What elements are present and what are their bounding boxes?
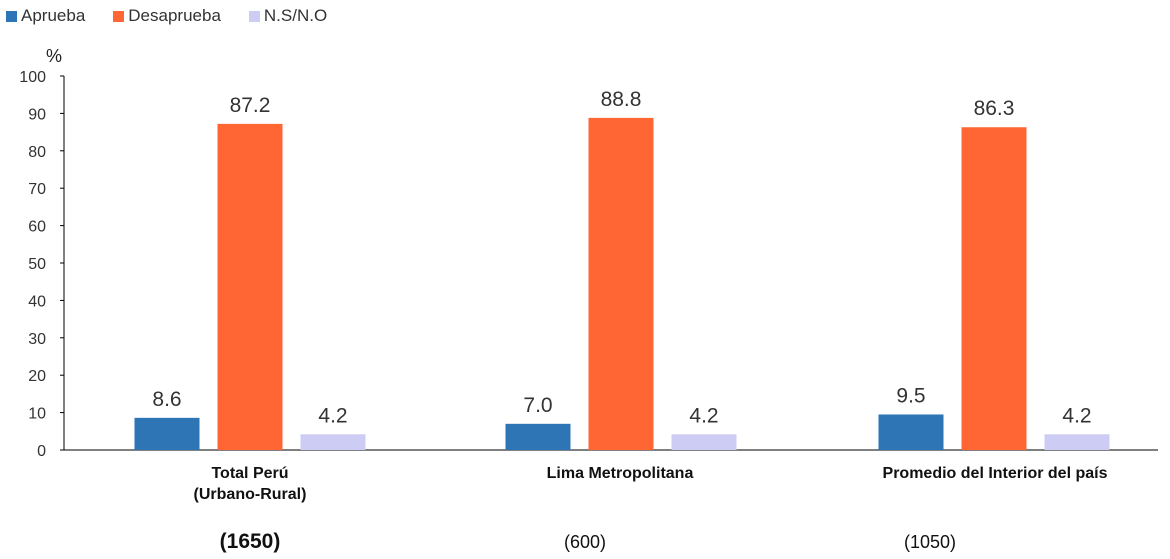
y-tick-label: 20 (28, 368, 46, 385)
bar-nsno-2 (1044, 434, 1110, 450)
y-tick-label: 80 (28, 144, 46, 161)
data-label: 9.5 (896, 384, 925, 407)
category-label-lima: Lima Metropolitana (490, 465, 750, 483)
legend-swatch-desaprueba (113, 10, 125, 22)
y-tick-label: 40 (28, 293, 46, 310)
category-label-total-peru-line2: (Urbano-Rural) (193, 486, 307, 503)
y-axis-title: % (46, 46, 63, 66)
data-label: 4.2 (689, 404, 718, 427)
bar-desaprueba-0 (217, 123, 283, 450)
legend-swatch-aprueba (6, 10, 17, 22)
data-label: 88.8 (601, 88, 642, 111)
category-label-interior: Promedio del Interior del país (820, 465, 1170, 483)
bar-desaprueba-2 (961, 127, 1027, 450)
bar-aprueba-0 (134, 417, 200, 450)
legend-label-nsno: N.S/N.O (263, 6, 328, 25)
bar-nsno-0 (300, 434, 366, 450)
bar-aprueba-1 (505, 423, 571, 450)
legend: Aprueba Desaprueba N.S/N.O (6, 6, 327, 26)
legend-item-desaprueba: Desaprueba (113, 6, 221, 26)
bar-desaprueba-1 (588, 117, 654, 450)
sample-size-lima: (600) (563, 532, 607, 552)
y-tick-label: 70 (28, 181, 46, 198)
sample-size-interior: (1050) (903, 532, 957, 552)
data-label: 4.2 (318, 404, 347, 427)
category-label-total-peru-line1: Total Perú (211, 465, 289, 482)
y-tick-label: 50 (28, 256, 46, 273)
data-label: 8.6 (152, 388, 181, 411)
sample-size-total-peru: (1650) (219, 530, 281, 553)
data-label: 7.0 (523, 394, 552, 417)
data-label: 86.3 (974, 97, 1015, 120)
bar-aprueba-2 (878, 414, 944, 450)
y-tick-label: 90 (28, 106, 46, 123)
y-tick-label: 10 (28, 406, 46, 423)
legend-label-desaprueba: Desaprueba (128, 6, 221, 25)
y-tick-label: 60 (28, 219, 46, 236)
category-label-lima-line1: Lima Metropolitana (546, 465, 694, 482)
legend-item-nsno: N.S/N.O (248, 6, 328, 26)
data-label: 4.2 (1062, 404, 1091, 427)
legend-label-aprueba: Aprueba (21, 6, 86, 25)
bar-nsno-1 (671, 434, 737, 450)
y-tick-label: 30 (28, 331, 46, 348)
category-label-total-peru: Total Perú (Urbano-Rural) (150, 465, 350, 504)
y-tick-label: 100 (19, 69, 46, 86)
legend-item-aprueba: Aprueba (6, 6, 85, 26)
category-label-interior-line1: Promedio del Interior del país (882, 465, 1108, 482)
y-tick-label: 0 (37, 443, 46, 460)
data-label: 87.2 (230, 94, 271, 117)
legend-swatch-nsno (248, 10, 260, 22)
